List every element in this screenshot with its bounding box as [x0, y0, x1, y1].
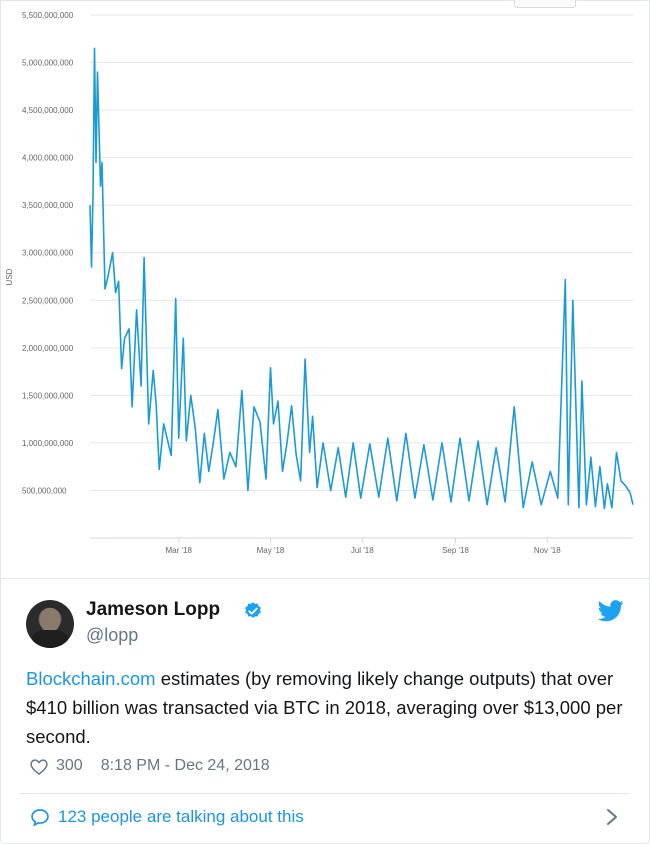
- tweet-text: Blockchain.com estimates (by removing li…: [26, 664, 626, 751]
- author-name[interactable]: Jameson Lopp: [86, 599, 221, 620]
- chevron-right-icon[interactable]: [606, 808, 618, 826]
- x-tick-label: Mar '18: [166, 546, 193, 555]
- avatar[interactable]: [26, 600, 74, 648]
- y-tick-label: 5,000,000,000: [22, 59, 74, 68]
- y-tick-label: 2,500,000,000: [22, 296, 74, 305]
- y-tick-label: 5,500,000,000: [22, 11, 74, 20]
- divider: [20, 793, 630, 794]
- y-tick-label: 3,500,000,000: [22, 201, 74, 210]
- tweet-meta: 300 8:18 PM - Dec 24, 2018: [30, 757, 270, 775]
- chart-image: 5,500,000,000 5,000,000,000 4,500,000,000 4…: [0, 0, 650, 579]
- y-tick-label: 4,500,000,000: [22, 106, 74, 115]
- series-line: [89, 47, 634, 510]
- x-tick-label: Jul '18: [351, 546, 374, 555]
- chart-top-button: [514, 0, 576, 8]
- y-axis-label: USD: [5, 268, 14, 285]
- x-tick-label: May '18: [257, 546, 285, 555]
- x-tick-label: Sep '18: [442, 546, 469, 555]
- heart-icon[interactable]: [30, 758, 48, 775]
- verified-badge-icon: [245, 602, 261, 618]
- y-tick-label: 1,500,000,000: [22, 391, 74, 400]
- y-tick-label: 2,000,000,000: [22, 344, 74, 353]
- x-axis-ticks: Mar '18 May '18 Jul '18 Sep '18 Nov '18: [166, 538, 561, 555]
- line-chart: 5,500,000,000 5,000,000,000 4,500,000,000 4…: [5, 11, 634, 555]
- chart-grid: [90, 14, 633, 539]
- y-tick-label: 3,000,000,000: [22, 249, 74, 258]
- x-tick-label: Nov '18: [534, 546, 561, 555]
- y-tick-label: 500,000,000: [22, 486, 67, 495]
- twitter-bird-icon[interactable]: [598, 600, 624, 622]
- y-axis-ticks: 5,500,000,000 5,000,000,000 4,500,000,000 4…: [22, 11, 74, 495]
- talking-text: 123 people are talking about this: [58, 807, 304, 826]
- author-handle[interactable]: @lopp: [86, 625, 139, 645]
- like-count[interactable]: 300: [56, 757, 83, 774]
- chart-series: [89, 47, 634, 510]
- y-tick-label: 4,000,000,000: [22, 154, 74, 163]
- talking-link[interactable]: 123 people are talking about this: [30, 807, 304, 827]
- tweet-text-rest: estimates (by removing likely change out…: [26, 668, 623, 747]
- blockchain-link[interactable]: Blockchain.com: [26, 668, 156, 689]
- comment-bubble-icon: [31, 808, 49, 827]
- tweet-timestamp[interactable]: 8:18 PM - Dec 24, 2018: [100, 757, 270, 774]
- y-tick-label: 1,000,000,000: [22, 439, 74, 448]
